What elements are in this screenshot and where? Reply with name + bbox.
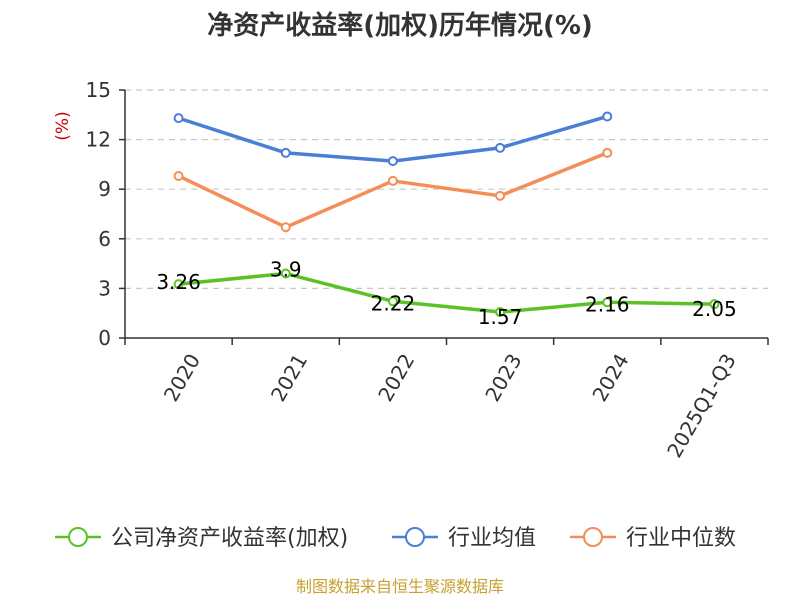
- x-tick-label: 2023: [480, 350, 526, 406]
- x-tick-label: 2022: [373, 350, 419, 406]
- data-point: [602, 147, 613, 158]
- data-label: 1.57: [478, 305, 523, 329]
- legend-marker: [583, 527, 603, 547]
- y-tick-labels: 0 3 6 9 12 15: [86, 78, 111, 350]
- data-point: [495, 190, 506, 201]
- data-point: [387, 156, 398, 167]
- data-labels: 3.26 3.9 2.22 1.57 2.16 2.05: [156, 258, 736, 330]
- x-tick-label: 2024: [587, 350, 633, 406]
- data-point: [280, 268, 291, 279]
- data-point: [495, 307, 506, 318]
- data-point: [280, 222, 291, 233]
- data-label: 3.9: [270, 258, 302, 282]
- x-tick-labels: 2020 2021 2022 2023 2024 2025Q1-Q3: [159, 350, 741, 462]
- data-point: [709, 299, 720, 310]
- y-tick-label: 3: [98, 276, 111, 300]
- data-label: 2.16: [585, 292, 630, 316]
- data-point: [387, 296, 398, 307]
- legend-marker: [68, 527, 88, 547]
- x-tick-label: 2025Q1-Q3: [662, 350, 741, 462]
- data-point: [173, 279, 184, 290]
- legend-label: 行业中位数: [626, 526, 736, 551]
- data-point: [602, 111, 613, 122]
- legend-item-2[interactable]: 行业中位数: [570, 526, 736, 551]
- y-tick-label: 6: [98, 227, 111, 251]
- series-line: [178, 271, 715, 314]
- legend-marker: [405, 527, 425, 547]
- series-0: [173, 268, 720, 318]
- y-tick-label: 9: [98, 177, 111, 201]
- y-axis-unit: (%): [53, 111, 73, 140]
- series-2: [173, 147, 613, 233]
- data-label: 2.05: [692, 297, 737, 321]
- legend-item-0[interactable]: 公司净资产收益率(加权): [55, 526, 348, 551]
- data-point: [173, 170, 184, 181]
- legend-label: 行业均值: [448, 526, 536, 551]
- data-point: [602, 297, 613, 308]
- x-tick-label: 2020: [159, 350, 205, 406]
- data-label: 2.22: [371, 291, 416, 315]
- data-point: [495, 142, 506, 153]
- y-tick-label: 15: [86, 78, 111, 102]
- series-1: [173, 111, 613, 167]
- y-tick-label: 12: [86, 128, 111, 152]
- chart-title: 净资产收益率(加权)历年情况(%): [207, 10, 593, 41]
- y-tick-label: 0: [98, 326, 111, 350]
- axes: [119, 89, 769, 345]
- series-lines: [173, 111, 720, 318]
- data-point: [387, 175, 398, 186]
- data-point: [173, 113, 184, 124]
- data-label: 3.26: [156, 270, 201, 294]
- data-point: [280, 147, 291, 158]
- x-tick-label: 2021: [266, 350, 312, 406]
- legend: 公司净资产收益率(加权) 行业均值 行业中位数: [55, 526, 736, 551]
- legend-item-1[interactable]: 行业均值: [392, 526, 536, 551]
- series-line: [178, 114, 608, 163]
- source-note: 制图数据来自恒生聚源数据库: [296, 577, 504, 596]
- legend-label: 公司净资产收益率(加权): [111, 526, 348, 551]
